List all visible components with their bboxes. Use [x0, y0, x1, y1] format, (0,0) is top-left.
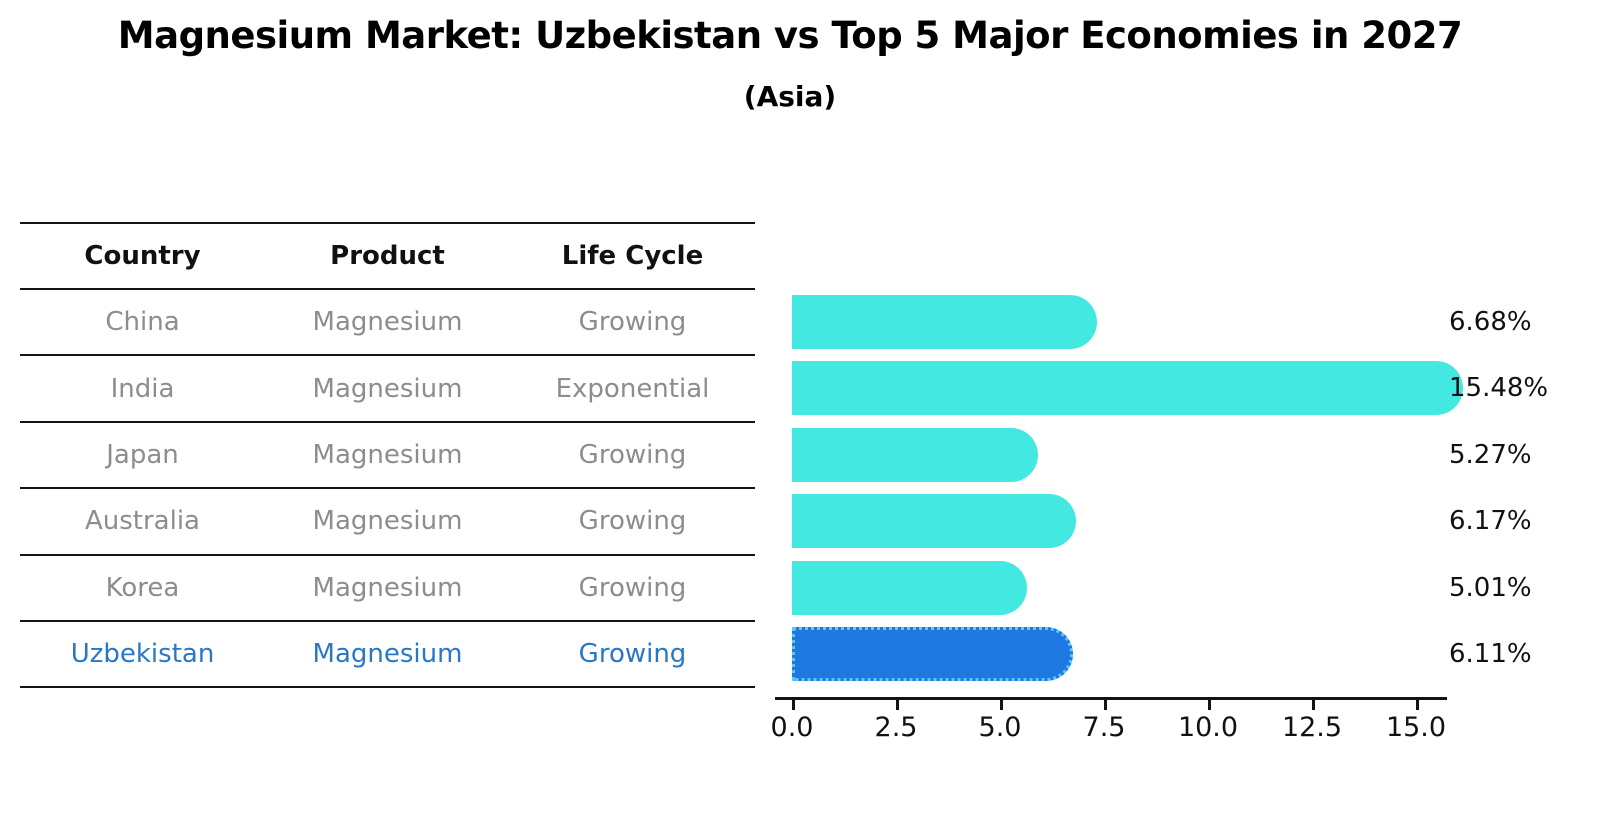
x-tick-mark-5.0 [1000, 697, 1003, 710]
table-row-india: India Magnesium Exponential [20, 356, 755, 423]
cell-product: Magnesium [312, 307, 463, 338]
table-row-korea: Korea Magnesium Growing [20, 556, 755, 622]
x-tick-label-15.0: 15.0 [1385, 712, 1447, 743]
cell-product: Magnesium [312, 439, 463, 470]
bar-uzbekistan [792, 627, 1074, 681]
table-row-japan: Japan Magnesium Growing [20, 423, 755, 490]
header-life-cycle: Life Cycle [561, 241, 704, 271]
cell-life-cycle: Growing [578, 307, 687, 338]
value-label-china: 6.68% [1449, 307, 1532, 337]
cell-life-cycle: Growing [578, 572, 687, 603]
value-label-korea: 5.01% [1449, 572, 1532, 603]
chart-title: Magnesium Market: Uzbekistan vs Top 5 Ma… [117, 14, 1463, 57]
x-tick-mark-10.0 [1208, 697, 1211, 710]
table-row-china: China Magnesium Growing [20, 290, 755, 357]
cell-life-cycle: Growing [578, 639, 687, 670]
value-label-uzbekistan: 6.11% [1449, 639, 1532, 669]
value-label-australia: 6.17% [1449, 506, 1532, 537]
x-tick-label-2.5: 2.5 [874, 712, 918, 743]
cell-product: Magnesium [312, 373, 463, 404]
cell-country: China [105, 307, 180, 338]
cell-life-cycle: Growing [578, 439, 687, 470]
table-row-uzbekistan: Uzbekistan Magnesium Growing [20, 622, 755, 689]
x-tick-mark-0.0 [792, 697, 795, 710]
x-tick-mark-2.5 [896, 697, 899, 710]
x-tick-label-12.5: 12.5 [1281, 712, 1343, 743]
cell-life-cycle: Exponential [555, 373, 710, 404]
cell-country: Uzbekistan [70, 639, 215, 670]
chart-subtitle: (Asia) [743, 80, 837, 113]
x-axis-line [775, 697, 1447, 700]
x-tick-mark-12.5 [1312, 697, 1315, 710]
x-tick-label-0.0: 0.0 [770, 712, 814, 743]
cell-country: Australia [84, 506, 200, 537]
header-country: Country [84, 241, 201, 271]
bar-china [792, 295, 1097, 349]
value-label-japan: 5.27% [1449, 439, 1532, 470]
cell-country: Korea [105, 572, 180, 603]
cell-product: Magnesium [312, 506, 463, 537]
cell-product: Magnesium [312, 639, 463, 670]
table-body: China Magnesium Growing India Magnesium Expon… [20, 290, 755, 689]
value-label-india: 15.48% [1449, 373, 1549, 404]
table-row-australia: Australia Magnesium Growing [20, 489, 755, 556]
table-header-row: Country Product Life Cycle [20, 224, 755, 290]
header-product: Product [330, 241, 445, 271]
cell-country: India [110, 373, 175, 404]
bar-australia [792, 494, 1076, 549]
x-tick-mark-15.0 [1416, 697, 1419, 710]
x-tick-label-7.5: 7.5 [1082, 712, 1126, 743]
cell-product: Magnesium [312, 572, 463, 603]
x-tick-label-10.0: 10.0 [1177, 712, 1239, 743]
cell-life-cycle: Growing [578, 506, 687, 537]
x-tick-label-5.0: 5.0 [978, 712, 1022, 743]
bar-india [792, 361, 1463, 416]
x-tick-mark-7.5 [1104, 697, 1107, 710]
bar-korea [792, 560, 1028, 615]
cell-country: Japan [106, 439, 179, 470]
bar-japan [792, 427, 1039, 482]
country-table: Country Product Life Cycle China Magnesiu… [20, 222, 755, 689]
